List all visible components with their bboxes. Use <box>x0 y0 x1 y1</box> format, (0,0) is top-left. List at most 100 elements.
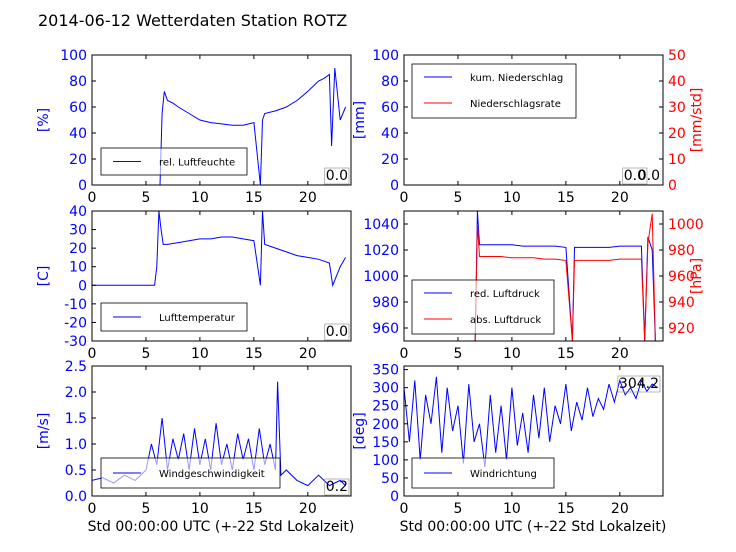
x-axis-label-left: Std 00:00:00 UTC (+-22 Std Lokalzeit) <box>88 519 355 535</box>
x-tick-label: 5 <box>141 501 150 517</box>
plot-frame <box>91 365 352 497</box>
x-tick-label: 20 <box>299 190 317 206</box>
x-tick-label: 20 <box>611 346 629 362</box>
y-tick-label: 0 <box>390 489 399 505</box>
current-value-box <box>617 375 661 393</box>
y-tick-label: 100 <box>372 453 399 469</box>
x-axis-label-right: Std 00:00:00 UTC (+-22 Std Lokalzeit) <box>400 519 667 535</box>
x-tick-label: 20 <box>299 501 317 517</box>
legend-label: red. Luftdruck <box>470 289 540 300</box>
chart-panel-pressure: 0 5 10 15 20 960 980 1000 1020 1040 920 940 960 980 10… <box>363 210 705 362</box>
x-tick-label: 5 <box>453 346 462 362</box>
y-tick-label: 960 <box>372 321 399 337</box>
x-tick-label: 20 <box>611 190 629 206</box>
y2-axis-label: [hPa] <box>689 258 705 294</box>
y-tick-label: 20 <box>381 152 399 168</box>
y2-tick-label: 980 <box>668 243 695 259</box>
x-tick-label: 15 <box>557 190 575 206</box>
x-tick-label: 5 <box>141 190 150 206</box>
legend-box <box>411 63 577 119</box>
y-tick-label: 30 <box>69 223 87 239</box>
x-tick-label: 10 <box>191 501 209 517</box>
y-tick-label: 0 <box>78 178 87 194</box>
x-tick-label: 10 <box>503 501 521 517</box>
y-tick-label: 100 <box>372 48 399 64</box>
current-value-box <box>622 167 648 185</box>
x-tick-label: 10 <box>503 346 521 362</box>
x-tick-label: 0 <box>88 346 97 362</box>
y-tick-label: 2.5 <box>65 359 87 375</box>
x-tick-label: 15 <box>245 346 263 362</box>
y-tick-label: 100 <box>60 48 87 64</box>
x-tick-label: 5 <box>453 190 462 206</box>
x-tick-label: 5 <box>141 346 150 362</box>
y2-tick-label: 10 <box>668 152 686 168</box>
y2-tick-label: 920 <box>668 321 695 337</box>
y2-tick-label: 40 <box>668 74 686 90</box>
y2-tick-label: 960 <box>668 269 695 285</box>
y-tick-label: 1000 <box>363 269 399 285</box>
y-axis-label: [mm] <box>352 101 368 139</box>
chart-panel-humidity: 0 5 10 15 20 0 20 40 60 80 100 [%] rel. Luftfeuchte 0… <box>36 48 352 206</box>
series-line-rel-luftfeuchte <box>92 67 347 185</box>
y-tick-label: 0 <box>390 178 399 194</box>
current-value-2: 0.0 <box>638 168 660 184</box>
y2-tick-label: 1000 <box>668 217 704 233</box>
x-tick-label: 10 <box>503 190 521 206</box>
chart-panel-precipitation: 0 5 10 15 20 0 20 40 60 80 100 0 10 20 30 40 50 [mm] [mm/s… <box>352 48 705 206</box>
y-axis-label: [C] <box>36 266 52 287</box>
x-tick-label: 0 <box>400 346 409 362</box>
series-line-red-luftdruck <box>474 211 656 341</box>
y-tick-label: 200 <box>372 417 399 433</box>
y-tick-label: 1.5 <box>65 411 87 427</box>
legend-label: rel. Luftfeuchte <box>159 158 235 169</box>
y-tick-label: 80 <box>69 74 87 90</box>
y-tick-label: 40 <box>69 126 87 142</box>
y-tick-label: 20 <box>69 241 87 257</box>
plot-frame <box>91 210 352 342</box>
y-tick-label: -20 <box>64 315 87 331</box>
x-tick-label: 20 <box>299 346 317 362</box>
legend-label: Windgeschwindigkeit <box>159 469 265 480</box>
current-value: 0.2 <box>326 479 348 495</box>
y-tick-label: 1020 <box>363 243 399 259</box>
y2-axis-label: [mm/std] <box>689 88 705 153</box>
x-tick-label: 15 <box>245 501 263 517</box>
y2-tick-label: 50 <box>668 48 686 64</box>
legend-label: Niederschlagsrate <box>470 99 561 110</box>
chart-panel-temperature: 0 5 10 15 20 -30 -20 -10 0 10 20 30 40 [C] Lufttempera… <box>36 204 352 362</box>
x-tick-label: 0 <box>400 190 409 206</box>
legend-box <box>411 279 555 335</box>
y-axis-label: [deg] <box>352 412 368 449</box>
y-tick-label: 40 <box>69 204 87 220</box>
plot-frame <box>91 54 352 186</box>
x-tick-label: 0 <box>88 501 97 517</box>
chart-panel-wind_speed: 0 5 10 15 20 0.0 0.5 1.0 1.5 2.0 2.5 [m/s] Windgesch… <box>36 359 352 517</box>
y-tick-label: 0 <box>78 278 87 294</box>
y-tick-label: 10 <box>69 260 87 276</box>
series-line-abs-luftdruck <box>474 213 656 341</box>
y-tick-label: 50 <box>381 471 399 487</box>
figure-title: 2014-06-12 Wetterdaten Station ROTZ <box>38 11 347 30</box>
y-tick-label: -30 <box>64 334 87 350</box>
current-value: 0.0 <box>326 324 348 340</box>
x-tick-label: 10 <box>191 346 209 362</box>
y2-tick-label: 0 <box>668 178 677 194</box>
y-tick-label: 1.0 <box>65 437 87 453</box>
y-tick-label: -10 <box>64 297 87 313</box>
y-tick-label: 0.0 <box>65 489 87 505</box>
x-tick-label: 0 <box>400 501 409 517</box>
y-tick-label: 20 <box>69 152 87 168</box>
chart-panel-wind_direction: 0 5 10 15 20050100150200250300350[deg]Windri… <box>352 363 664 517</box>
x-tick-label: 15 <box>557 501 575 517</box>
x-tick-label: 15 <box>557 346 575 362</box>
x-tick-label: 10 <box>191 190 209 206</box>
y-tick-label: 350 <box>372 363 399 379</box>
y-tick-label: 0.5 <box>65 463 87 479</box>
y-tick-label: 40 <box>381 126 399 142</box>
y-axis-label: [m/s] <box>36 413 52 450</box>
y-tick-label: 80 <box>381 74 399 90</box>
x-tick-label: 0 <box>88 190 97 206</box>
legend-label: Windrichtung <box>470 469 537 480</box>
